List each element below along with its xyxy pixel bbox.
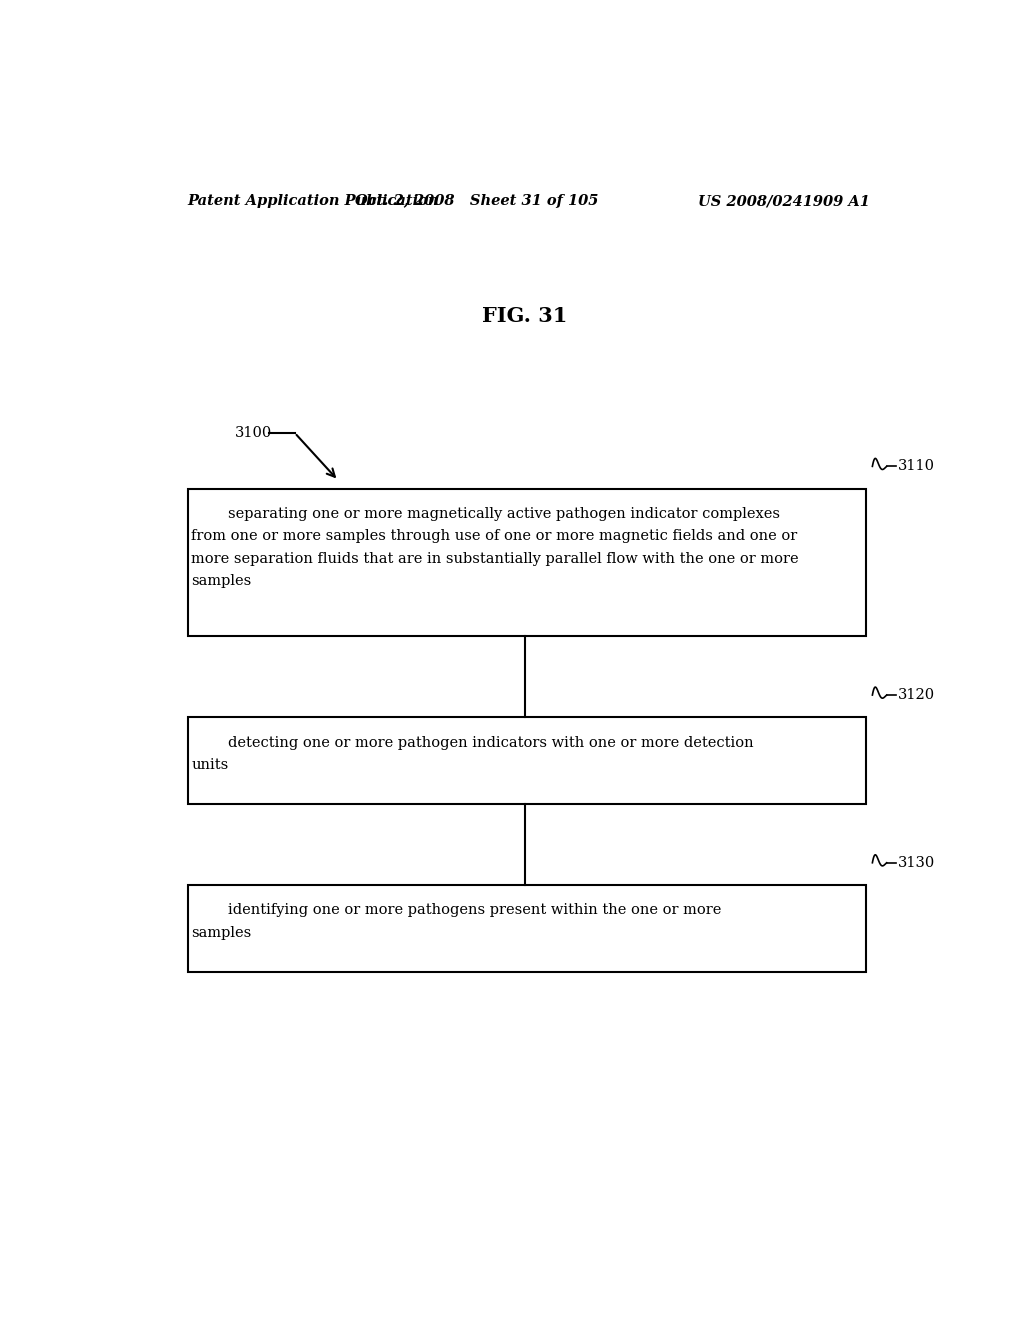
Text: Oct. 2, 2008   Sheet 31 of 105: Oct. 2, 2008 Sheet 31 of 105 xyxy=(355,194,599,209)
Text: 3110: 3110 xyxy=(898,459,935,474)
Text: FIG. 31: FIG. 31 xyxy=(482,306,567,326)
Text: 3100: 3100 xyxy=(236,426,272,440)
Text: detecting one or more pathogen indicators with one or more detection: detecting one or more pathogen indicator… xyxy=(191,735,754,750)
Bar xyxy=(187,886,866,972)
Text: separating one or more magnetically active pathogen indicator complexes: separating one or more magnetically acti… xyxy=(191,507,780,521)
Text: Patent Application Publication: Patent Application Publication xyxy=(187,194,439,209)
Text: US 2008/0241909 A1: US 2008/0241909 A1 xyxy=(698,194,870,209)
Text: 3120: 3120 xyxy=(898,688,935,702)
Text: 3130: 3130 xyxy=(898,855,935,870)
Text: more separation fluids that are in substantially parallel flow with the one or m: more separation fluids that are in subst… xyxy=(191,552,799,566)
Bar xyxy=(187,718,866,804)
Bar xyxy=(187,488,866,636)
Text: samples: samples xyxy=(191,574,252,589)
Text: samples: samples xyxy=(191,925,252,940)
Text: from one or more samples through use of one or more magnetic fields and one or: from one or more samples through use of … xyxy=(191,529,798,544)
Text: units: units xyxy=(191,758,228,772)
Text: identifying one or more pathogens present within the one or more: identifying one or more pathogens presen… xyxy=(191,903,722,917)
